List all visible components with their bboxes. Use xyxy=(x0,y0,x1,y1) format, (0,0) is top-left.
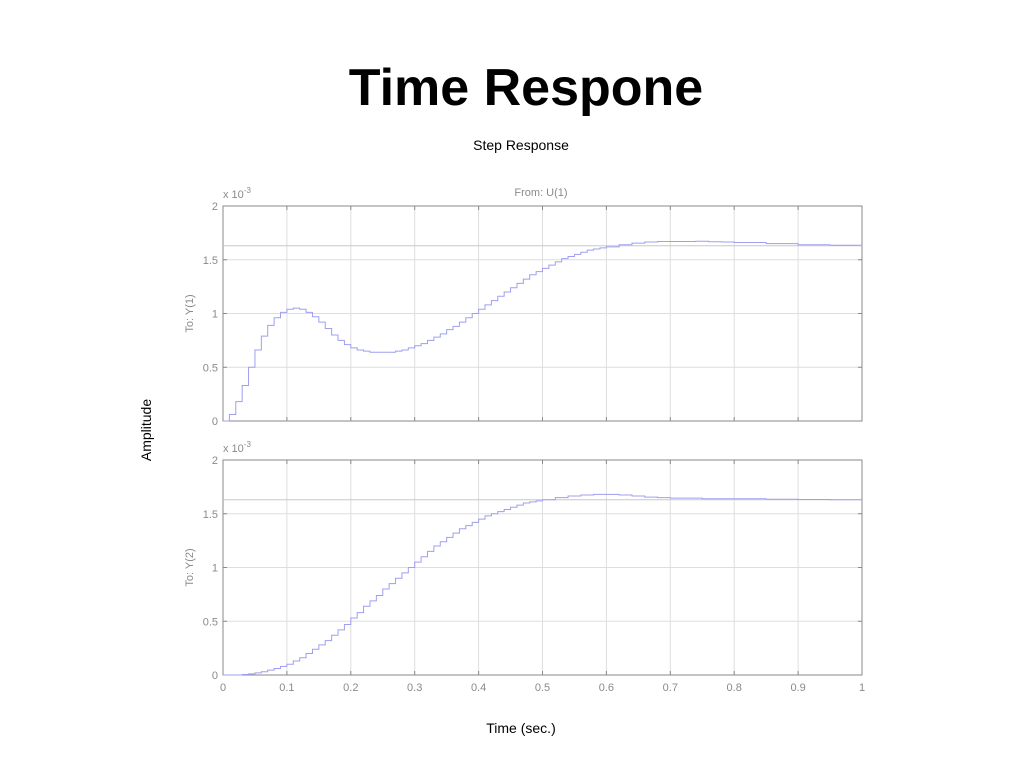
y-axis-label: Amplitude xyxy=(138,399,154,461)
slide-title: Time Respone xyxy=(348,59,704,117)
y-tick-label: 0.5 xyxy=(203,362,218,374)
y-tick-label: 2 xyxy=(212,201,218,213)
y-tick-label: 0 xyxy=(212,416,218,428)
y-tick-label: 0 xyxy=(212,670,218,682)
y-exponent-power: -3 xyxy=(244,186,252,195)
subplot-y-label: To: Y(1) xyxy=(184,294,196,332)
x-tick-label: 0.8 xyxy=(727,682,742,694)
y-tick-label: 2 xyxy=(212,455,218,467)
y-tick-label: 1.5 xyxy=(203,255,218,267)
x-tick-label: 0.9 xyxy=(790,682,805,694)
subplot-y2: 0 0.5 1 1.5 2 0 0.1 0.2 0.3 0.4 0.5 0.6 0.7 0.8 0.9 1 x … xyxy=(184,440,865,694)
y-exponent-power: -3 xyxy=(244,440,252,449)
x-tick-label: 0.1 xyxy=(279,682,294,694)
y-tick-label: 0.5 xyxy=(203,616,218,628)
y-exponent-label: x 10-3 xyxy=(223,440,251,455)
chart-title: Step Response xyxy=(473,137,569,153)
subplot-y-label: To: Y(2) xyxy=(184,548,196,586)
series-line xyxy=(223,493,862,676)
from-label: From: U(1) xyxy=(514,187,567,199)
y-tick-label: 1 xyxy=(212,309,218,321)
x-tick-label: 0.6 xyxy=(599,682,614,694)
y-exponent-label: x 10-3 xyxy=(223,186,251,201)
y-tick-label: 1.5 xyxy=(203,509,218,521)
x-tick-label: 0.4 xyxy=(471,682,486,694)
x-tick-label: 0.2 xyxy=(343,682,358,694)
x-axis-label: Time (sec.) xyxy=(486,720,555,736)
subplot-y1: 0 0.5 1 1.5 2 x 10-3 To: Y(1) xyxy=(184,186,863,428)
series-line xyxy=(223,240,863,422)
x-tick-label: 0.3 xyxy=(407,682,422,694)
x-tick-label: 0.7 xyxy=(663,682,678,694)
x-tick-label: 1 xyxy=(859,682,865,694)
x-tick-label: 0.5 xyxy=(535,682,550,694)
x-tick-label: 0 xyxy=(220,682,226,694)
y-tick-label: 1 xyxy=(212,563,218,575)
